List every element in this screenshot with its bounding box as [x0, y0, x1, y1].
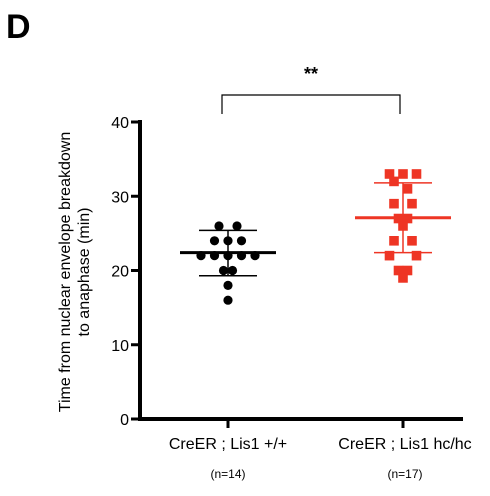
- n-label-wildtype: (n=14): [210, 467, 245, 481]
- y-tick-label: 10: [111, 338, 129, 355]
- y-axis-label-line-2: to anaphase (min): [76, 208, 93, 337]
- data-point: [236, 236, 247, 246]
- axes: 0 10 20 30 40: [111, 115, 463, 429]
- data-point: [389, 198, 399, 209]
- data-point: [411, 169, 422, 179]
- y-tick-label: 20: [111, 264, 129, 281]
- data-point: [223, 295, 233, 305]
- data-point: [407, 236, 417, 246]
- y-tick-label: 0: [120, 412, 129, 429]
- category-label-wildtype: CreER ; Lis1 +/+: [169, 436, 287, 453]
- category-label-lis1-hc: CreER ; Lis1 hc/hc: [338, 436, 471, 453]
- data-point: [402, 265, 413, 276]
- summary-lines: [180, 182, 451, 277]
- data-point: [398, 169, 408, 179]
- n-label-lis1-hc: (n=17): [387, 467, 422, 481]
- panel-label: D: [6, 8, 31, 46]
- data-points: [196, 169, 422, 305]
- data-point: [232, 221, 242, 231]
- data-point: [389, 236, 399, 246]
- y-axis-label-line-1: Time from nuclear envelope breakdown: [57, 132, 74, 412]
- y-tick-label: 30: [111, 189, 129, 206]
- significance-bracket-line: [221, 94, 401, 114]
- y-tick-label: 40: [111, 115, 129, 132]
- data-point: [227, 265, 238, 276]
- data-point: [214, 221, 224, 231]
- data-point: [398, 273, 408, 283]
- data-point: [218, 265, 229, 276]
- significance-label: **: [304, 64, 318, 84]
- data-point: [384, 169, 395, 179]
- data-point: [393, 265, 404, 276]
- data-point: [223, 280, 233, 290]
- data-point: [384, 250, 395, 261]
- data-point: [209, 236, 220, 246]
- data-point: [407, 198, 417, 209]
- data-point: [411, 250, 422, 261]
- data-point: [389, 176, 399, 187]
- y-axis-label: Time from nuclear envelope breakdown to …: [57, 132, 93, 412]
- significance-bracket: **: [221, 64, 401, 114]
- data-point: [402, 184, 413, 194]
